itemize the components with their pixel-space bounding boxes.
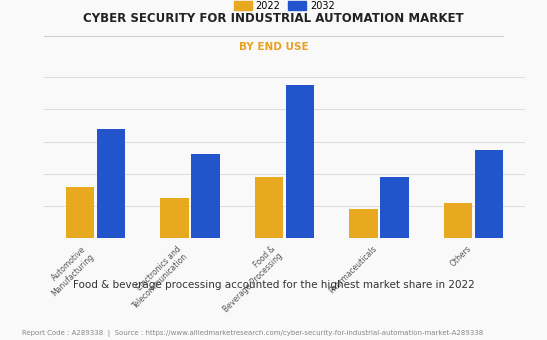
Bar bbox=[66, 187, 94, 238]
Bar bbox=[475, 150, 503, 238]
Text: Report Code : A289338  |  Source : https://www.alliedmarketresearch.com/cyber-se: Report Code : A289338 | Source : https:/… bbox=[22, 329, 483, 337]
Bar bbox=[255, 177, 283, 238]
Legend: 2022, 2032: 2022, 2032 bbox=[232, 0, 336, 13]
Bar bbox=[191, 154, 220, 238]
Bar bbox=[444, 203, 472, 238]
Bar bbox=[380, 177, 409, 238]
Text: Food & beverage processing accounted for the highest market share in 2022: Food & beverage processing accounted for… bbox=[73, 280, 474, 290]
Text: BY END USE: BY END USE bbox=[238, 42, 309, 52]
Bar bbox=[160, 198, 189, 238]
Bar bbox=[97, 129, 125, 238]
Bar bbox=[349, 209, 377, 238]
Text: CYBER SECURITY FOR INDUSTRIAL AUTOMATION MARKET: CYBER SECURITY FOR INDUSTRIAL AUTOMATION… bbox=[83, 12, 464, 25]
Bar bbox=[286, 85, 314, 238]
